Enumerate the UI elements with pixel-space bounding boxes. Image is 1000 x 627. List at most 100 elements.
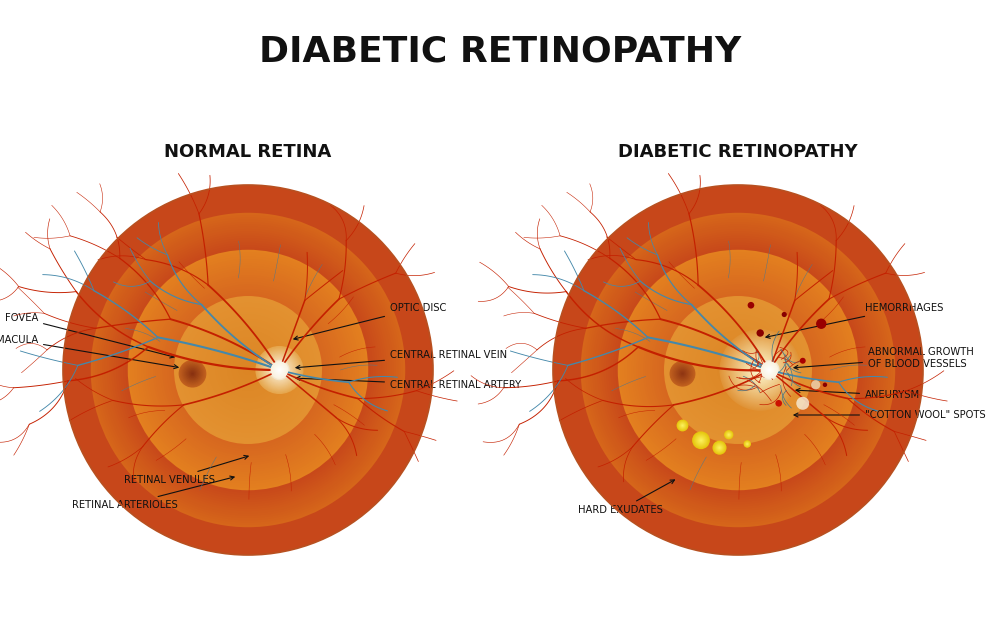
Circle shape: [722, 354, 754, 386]
Circle shape: [119, 241, 378, 500]
Circle shape: [678, 421, 687, 430]
Text: RETINAL VENULES: RETINAL VENULES: [124, 455, 248, 485]
Circle shape: [643, 275, 833, 465]
Circle shape: [694, 433, 708, 448]
Circle shape: [213, 335, 283, 404]
Circle shape: [744, 354, 776, 386]
Circle shape: [271, 361, 288, 379]
Circle shape: [739, 349, 781, 391]
Circle shape: [223, 345, 273, 396]
Circle shape: [181, 362, 204, 386]
Circle shape: [674, 366, 691, 382]
Text: CENTRAL RETINAL VEIN: CENTRAL RETINAL VEIN: [296, 350, 507, 369]
Circle shape: [275, 366, 284, 375]
Circle shape: [186, 367, 199, 381]
Circle shape: [746, 356, 774, 384]
Circle shape: [746, 443, 748, 445]
Circle shape: [125, 248, 371, 493]
Circle shape: [769, 369, 770, 371]
Circle shape: [190, 312, 306, 428]
Circle shape: [677, 368, 688, 379]
Circle shape: [597, 229, 879, 511]
Circle shape: [816, 319, 826, 329]
Circle shape: [220, 342, 276, 398]
Circle shape: [727, 433, 730, 436]
Circle shape: [107, 229, 389, 511]
Circle shape: [672, 363, 693, 384]
Circle shape: [192, 315, 304, 426]
Circle shape: [625, 256, 851, 483]
Circle shape: [608, 241, 868, 500]
Circle shape: [186, 308, 310, 433]
Circle shape: [650, 282, 826, 458]
Circle shape: [187, 368, 198, 379]
Circle shape: [729, 361, 747, 379]
Circle shape: [673, 305, 803, 435]
Circle shape: [142, 263, 354, 477]
Text: ABNORMAL GROWTH
OF BLOOD VESSELS: ABNORMAL GROWTH OF BLOOD VESSELS: [794, 347, 974, 369]
Circle shape: [632, 263, 844, 477]
Circle shape: [655, 287, 821, 453]
Circle shape: [685, 317, 791, 423]
Circle shape: [275, 366, 284, 374]
Circle shape: [275, 365, 284, 375]
Circle shape: [82, 204, 415, 537]
Circle shape: [680, 423, 685, 428]
Circle shape: [725, 431, 732, 438]
Circle shape: [276, 366, 283, 374]
Circle shape: [744, 441, 750, 447]
Circle shape: [184, 366, 201, 382]
Circle shape: [273, 363, 286, 377]
Circle shape: [68, 189, 428, 551]
Circle shape: [634, 266, 842, 474]
Circle shape: [277, 368, 281, 372]
Circle shape: [715, 443, 724, 452]
Circle shape: [91, 213, 405, 527]
Circle shape: [260, 350, 299, 389]
Circle shape: [190, 372, 195, 376]
Circle shape: [272, 362, 287, 377]
Circle shape: [718, 446, 721, 449]
Circle shape: [693, 432, 709, 448]
Circle shape: [664, 296, 812, 444]
Circle shape: [716, 444, 723, 451]
Circle shape: [613, 245, 863, 495]
Circle shape: [701, 333, 775, 407]
Circle shape: [648, 280, 828, 460]
Circle shape: [678, 310, 798, 430]
Circle shape: [762, 363, 777, 377]
Circle shape: [132, 255, 364, 486]
Circle shape: [272, 363, 287, 377]
Circle shape: [63, 185, 433, 555]
Circle shape: [740, 350, 780, 390]
Circle shape: [697, 437, 705, 444]
Circle shape: [77, 199, 419, 541]
Circle shape: [733, 343, 787, 397]
Circle shape: [602, 234, 874, 507]
Circle shape: [585, 218, 891, 523]
Circle shape: [578, 211, 898, 530]
Circle shape: [724, 356, 752, 384]
Circle shape: [112, 234, 384, 507]
Circle shape: [726, 336, 794, 404]
Circle shape: [139, 261, 357, 478]
Circle shape: [174, 296, 322, 444]
Circle shape: [731, 341, 789, 399]
Circle shape: [767, 367, 772, 372]
Circle shape: [673, 365, 692, 382]
Circle shape: [696, 329, 780, 411]
Circle shape: [636, 268, 840, 472]
Circle shape: [275, 366, 284, 374]
Circle shape: [70, 192, 426, 548]
Circle shape: [731, 363, 745, 377]
Circle shape: [692, 431, 710, 449]
Circle shape: [88, 211, 408, 530]
Circle shape: [678, 421, 687, 429]
Text: MACULA: MACULA: [0, 335, 178, 369]
Circle shape: [677, 420, 688, 431]
Circle shape: [114, 236, 382, 504]
Circle shape: [278, 369, 281, 372]
Circle shape: [277, 367, 282, 372]
Circle shape: [72, 194, 424, 545]
Circle shape: [555, 187, 921, 552]
